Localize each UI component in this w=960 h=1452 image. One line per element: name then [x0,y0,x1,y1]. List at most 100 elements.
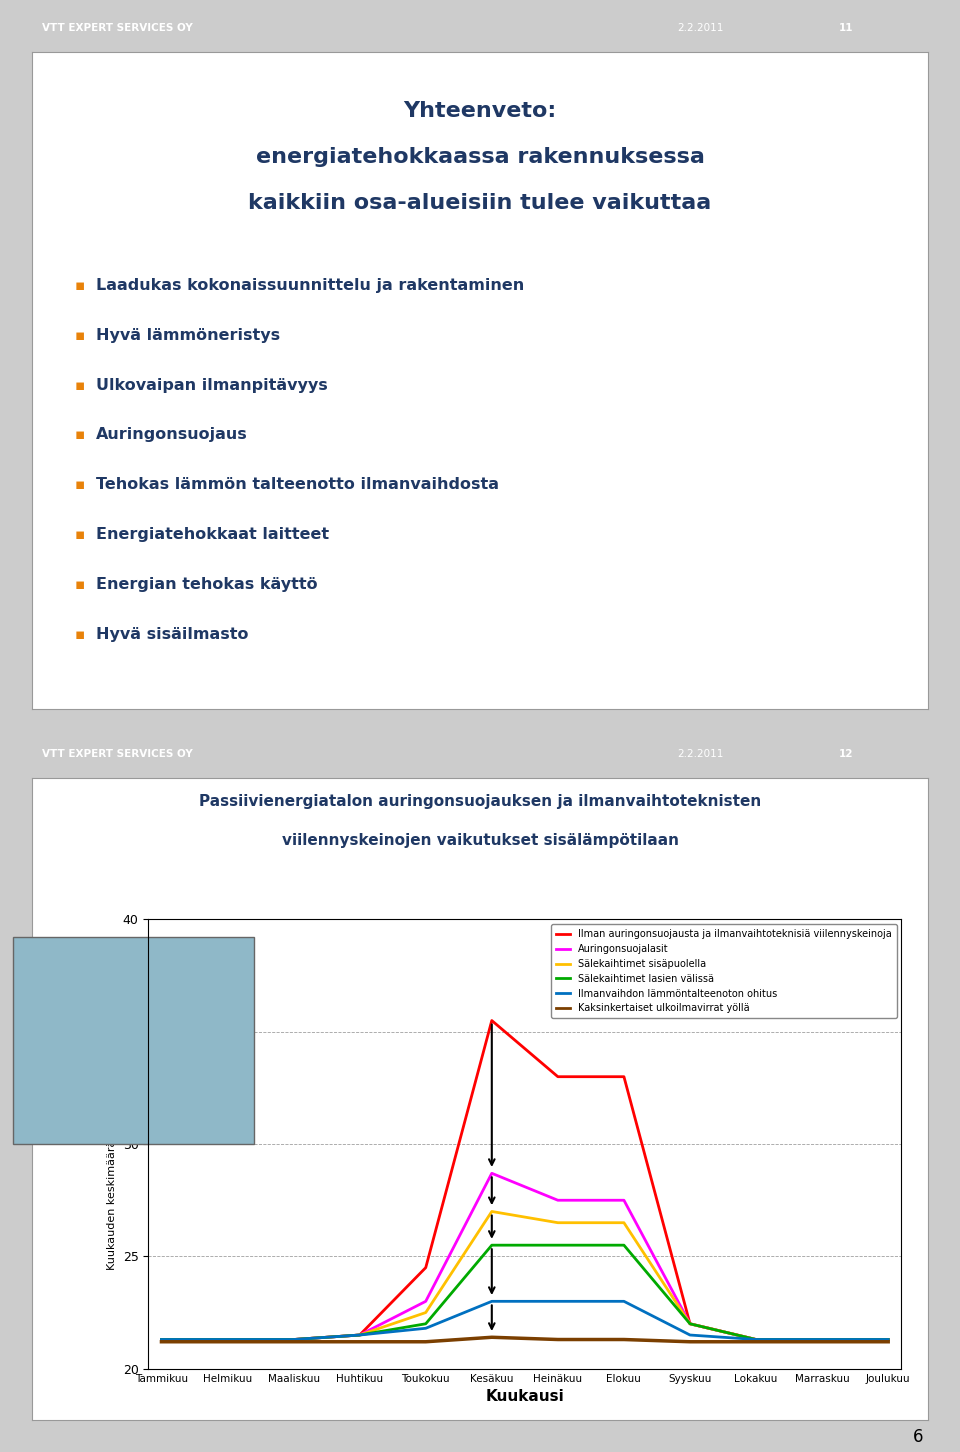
Sälekaihtimet lasien välissä [222,1331,233,1349]
Text: ▪: ▪ [75,378,85,392]
Ilmanvaihdon lämmöntalteenoton ohitus [882,1331,894,1349]
Auringonsuojalasit [751,1331,762,1349]
Kaksinkertaiset ulkoilmavirrat yöllä [354,1333,366,1350]
Auringonsuojalasit [486,1165,497,1182]
Ilmanvaihdon lämmöntalteenoton ohitus [684,1326,696,1343]
Text: Passiivienergiatalon auringonsuojauksen ja ilmanvaihtoteknisten: Passiivienergiatalon auringonsuojauksen … [199,794,761,809]
Line: Sälekaihtimet lasien välissä: Sälekaihtimet lasien välissä [161,1246,888,1340]
Sälekaihtimet sisäpuolella [288,1331,300,1349]
Text: 11: 11 [839,23,853,33]
Ilman auringonsuojausta ja ilmanvaihtoteknisiä viilennyskeinoja [354,1326,366,1343]
Auringonsuojalasit [882,1331,894,1349]
Auringonsuojalasit [618,1192,630,1210]
Kaksinkertaiset ulkoilmavirrat yöllä [684,1333,696,1350]
Line: Ilmanvaihdon lämmöntalteenoton ohitus: Ilmanvaihdon lämmöntalteenoton ohitus [161,1301,888,1340]
Text: Hyvä sisäilmasto: Hyvä sisäilmasto [96,627,249,642]
Ilmanvaihdon lämmöntalteenoton ohitus [288,1331,300,1349]
Auringonsuojalasit [354,1326,366,1343]
Sälekaihtimet sisäpuolella [751,1331,762,1349]
Line: Kaksinkertaiset ulkoilmavirrat yöllä: Kaksinkertaiset ulkoilmavirrat yöllä [161,1337,888,1342]
Text: ▪: ▪ [75,527,85,542]
Text: Auringonsuojaus: Auringonsuojaus [96,427,248,443]
Ilmanvaihdon lämmöntalteenoton ohitus [486,1292,497,1310]
Text: energiatehokkaassa rakennuksessa: energiatehokkaassa rakennuksessa [255,148,705,167]
Kaksinkertaiset ulkoilmavirrat yöllä [552,1331,564,1349]
Auringonsuojalasit [156,1331,167,1349]
Sälekaihtimet sisäpuolella [552,1214,564,1231]
Text: ▪: ▪ [75,576,85,592]
Sälekaihtimet sisäpuolella [684,1316,696,1333]
Line: Sälekaihtimet sisäpuolella: Sälekaihtimet sisäpuolella [161,1211,888,1340]
Ilmanvaihdon lämmöntalteenoton ohitus [420,1320,431,1337]
Sälekaihtimet lasien välissä [751,1331,762,1349]
Auringonsuojalasit [222,1331,233,1349]
Text: kaikkiin osa-alueisiin tulee vaikuttaa: kaikkiin osa-alueisiin tulee vaikuttaa [249,193,711,213]
Auringonsuojalasit [288,1331,300,1349]
Text: VTT EXPERT SERVICES OY: VTT EXPERT SERVICES OY [42,23,193,33]
Sälekaihtimet sisäpuolella [618,1214,630,1231]
Ilman auringonsuojausta ja ilmanvaihtoteknisiä viilennyskeinoja [420,1259,431,1276]
Sälekaihtimet sisäpuolella [222,1331,233,1349]
Text: Ulkovaipan ilmanpitävyys: Ulkovaipan ilmanpitävyys [96,378,328,392]
Y-axis label: Kuukauden keskimääräinen sisälämpötila, °C: Kuukauden keskimääräinen sisälämpötila, … [108,1018,117,1270]
Text: Energiatehokkaat laitteet: Energiatehokkaat laitteet [96,527,329,542]
Auringonsuojalasit [420,1292,431,1310]
Line: Ilman auringonsuojausta ja ilmanvaihtoteknisiä viilennyskeinoja: Ilman auringonsuojausta ja ilmanvaihtote… [161,1021,888,1340]
Ilmanvaihdon lämmöntalteenoton ohitus [618,1292,630,1310]
Sälekaihtimet sisäpuolella [816,1331,828,1349]
Line: Auringonsuojalasit: Auringonsuojalasit [161,1173,888,1340]
Text: VTT EXPERT SERVICES OY: VTT EXPERT SERVICES OY [42,749,193,759]
Sälekaihtimet lasien välissä [816,1331,828,1349]
Text: 12: 12 [839,749,853,759]
Ilman auringonsuojausta ja ilmanvaihtoteknisiä viilennyskeinoja [816,1331,828,1349]
Sälekaihtimet lasien välissä [156,1331,167,1349]
Text: 2.2.2011: 2.2.2011 [677,23,724,33]
Sälekaihtimet lasien välissä [618,1237,630,1255]
Ilman auringonsuojausta ja ilmanvaihtoteknisiä viilennyskeinoja [552,1069,564,1086]
Text: ▪: ▪ [75,277,85,293]
Ilmanvaihdon lämmöntalteenoton ohitus [816,1331,828,1349]
Ilman auringonsuojausta ja ilmanvaihtoteknisiä viilennyskeinoja [882,1331,894,1349]
Ilmanvaihdon lämmöntalteenoton ohitus [354,1326,366,1343]
Kaksinkertaiset ulkoilmavirrat yöllä [420,1333,431,1350]
Text: ▪: ▪ [75,328,85,343]
Ilman auringonsuojausta ja ilmanvaihtoteknisiä viilennyskeinoja [751,1331,762,1349]
Auringonsuojalasit [552,1192,564,1210]
Text: ▪: ▪ [75,478,85,492]
Kaksinkertaiset ulkoilmavirrat yöllä [882,1333,894,1350]
Text: Laadukas kokonaissuunnittelu ja rakentaminen: Laadukas kokonaissuunnittelu ja rakentam… [96,277,524,293]
Ilman auringonsuojausta ja ilmanvaihtoteknisiä viilennyskeinoja [618,1069,630,1086]
Sälekaihtimet sisäpuolella [420,1304,431,1321]
Text: 6: 6 [913,1429,924,1446]
X-axis label: Kuukausi: Kuukausi [486,1390,564,1404]
Sälekaihtimet lasien välissä [684,1316,696,1333]
Auringonsuojalasit [684,1316,696,1333]
Ilman auringonsuojausta ja ilmanvaihtoteknisiä viilennyskeinoja [684,1316,696,1333]
Ilman auringonsuojausta ja ilmanvaihtoteknisiä viilennyskeinoja [156,1331,167,1349]
Sälekaihtimet sisäpuolella [882,1331,894,1349]
Ilmanvaihdon lämmöntalteenoton ohitus [222,1331,233,1349]
Text: 2.2.2011: 2.2.2011 [677,749,724,759]
Sälekaihtimet lasien välissä [882,1331,894,1349]
Sälekaihtimet lasien välissä [552,1237,564,1255]
Kaksinkertaiset ulkoilmavirrat yöllä [751,1333,762,1350]
Ilman auringonsuojausta ja ilmanvaihtoteknisiä viilennyskeinoja [222,1331,233,1349]
Ilmanvaihdon lämmöntalteenoton ohitus [156,1331,167,1349]
Sälekaihtimet sisäpuolella [156,1331,167,1349]
Text: Yhteenveto:: Yhteenveto: [403,102,557,122]
Legend: Ilman auringonsuojausta ja ilmanvaihtoteknisiä viilennyskeinoja, Auringonsuojala: Ilman auringonsuojausta ja ilmanvaihtote… [551,925,897,1018]
Text: Tehokas lämmön talteenotto ilmanvaihdosta: Tehokas lämmön talteenotto ilmanvaihdost… [96,478,499,492]
Text: ▪: ▪ [75,427,85,443]
Sälekaihtimet lasien välissä [288,1331,300,1349]
Text: ▪: ▪ [75,627,85,642]
Sälekaihtimet lasien välissä [486,1237,497,1255]
Auringonsuojalasit [816,1331,828,1349]
Text: viilennyskeinojen vaikutukset sisälämpötilaan: viilennyskeinojen vaikutukset sisälämpöt… [281,833,679,848]
Kaksinkertaiset ulkoilmavirrat yöllä [618,1331,630,1349]
Sälekaihtimet sisäpuolella [486,1202,497,1220]
Ilman auringonsuojausta ja ilmanvaihtoteknisiä viilennyskeinoja [486,1012,497,1029]
Ilmanvaihdon lämmöntalteenoton ohitus [751,1331,762,1349]
Kaksinkertaiset ulkoilmavirrat yöllä [486,1329,497,1346]
Sälekaihtimet lasien välissä [354,1326,366,1343]
Sälekaihtimet lasien välissä [420,1316,431,1333]
